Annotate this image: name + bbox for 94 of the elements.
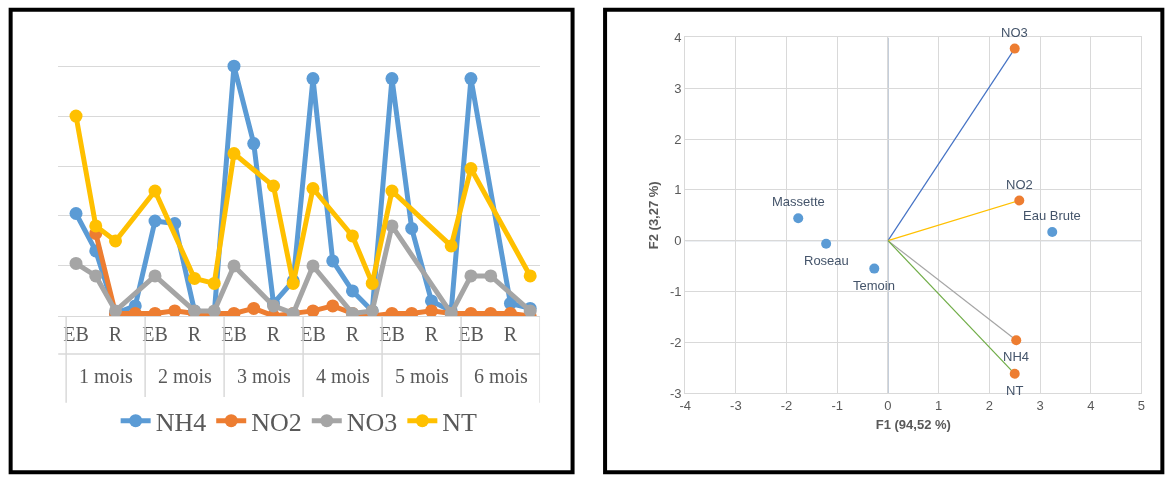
point [1009, 43, 1020, 54]
y-tick-label: 4 [674, 29, 682, 45]
point [385, 184, 399, 198]
x-tick-label: EB [458, 322, 484, 345]
point [168, 304, 182, 316]
legend-label: NT [442, 407, 478, 437]
point [444, 239, 458, 253]
point [869, 263, 880, 274]
y-axis-title: F2 (3,27 %) [645, 181, 661, 250]
x-axis-title: F1 (94,52 %) [875, 417, 951, 433]
text: 2 mois [158, 365, 213, 387]
annotation: NO3 [1001, 25, 1028, 40]
point [89, 269, 103, 283]
point [306, 259, 320, 273]
text: 4 mois [316, 365, 371, 387]
x-tick-label: 0 [884, 397, 892, 413]
point [1009, 368, 1020, 379]
text: 6 mois [474, 365, 529, 387]
x-tick-label: EB [142, 322, 168, 345]
point [424, 304, 438, 316]
point [247, 301, 261, 315]
point [464, 269, 478, 283]
point [326, 299, 340, 313]
x-tick-label: -4 [679, 397, 691, 413]
x-tick-label: 5 [1137, 397, 1146, 413]
point [405, 221, 419, 235]
legend-label: NO2 [251, 407, 302, 437]
y-tick-label: 2 [674, 131, 682, 147]
text: 3 mois [237, 365, 292, 387]
text: 1 mois [79, 365, 134, 387]
point [247, 137, 261, 151]
y-tick-label: 1 [674, 182, 682, 198]
x-tick-label: 3 [1036, 397, 1044, 413]
point [345, 284, 359, 298]
x-tick-label: R [266, 322, 281, 345]
point [793, 213, 804, 224]
point [148, 214, 162, 228]
point [306, 72, 320, 86]
x-tick-label: EB [221, 322, 247, 345]
annotation: NO2 [1006, 177, 1033, 192]
annotation: NH4 [1003, 349, 1030, 364]
annotation: Massette [772, 194, 825, 209]
point [1014, 195, 1025, 206]
x-tick-label: -1 [831, 397, 844, 413]
annotation: Eau Brute [1023, 208, 1081, 223]
y-tick-label: -1 [670, 284, 682, 300]
point [464, 162, 478, 176]
point [385, 72, 399, 86]
legend-label: NH4 [155, 407, 207, 437]
point [464, 72, 478, 86]
point [345, 229, 359, 243]
point [266, 179, 280, 193]
x-tick-label: EB [63, 322, 89, 345]
point [484, 269, 498, 283]
x-tick-label: EB [379, 322, 405, 345]
x-tick-label: R [424, 322, 439, 345]
y-tick-label: 0 [674, 233, 682, 249]
point [69, 109, 83, 123]
point [109, 234, 122, 248]
y-tick-label: 3 [674, 80, 682, 96]
text: 5 mois [395, 365, 450, 387]
point [89, 219, 103, 233]
point [1011, 335, 1022, 346]
point [148, 184, 162, 198]
point [69, 206, 83, 220]
point [148, 269, 162, 283]
point [69, 256, 83, 270]
point [523, 269, 537, 283]
x-tick-label: 2 [985, 397, 993, 413]
x-tick-label: R [187, 322, 202, 345]
annotation: NT [1006, 383, 1024, 398]
x-tick-label: EB [300, 322, 326, 345]
point [326, 254, 340, 268]
x-tick-label: 4 [1087, 397, 1095, 413]
point [227, 147, 241, 161]
x-tick-label: R [345, 322, 360, 345]
point [1047, 227, 1058, 238]
point [207, 276, 221, 290]
legend-label: NO3 [346, 407, 398, 437]
point [365, 276, 379, 290]
point [227, 259, 241, 273]
annotation: Roseau [804, 253, 849, 268]
y-tick-label: -3 [670, 385, 682, 401]
x-tick-label: -2 [780, 397, 793, 413]
annotation: Temoin [853, 278, 895, 293]
point [188, 271, 201, 285]
point [227, 59, 241, 73]
point [306, 182, 320, 195]
point [306, 304, 320, 316]
x-tick-label: 1 [935, 397, 943, 413]
x-tick-label: R [108, 322, 123, 345]
x-tick-label: R [503, 322, 518, 345]
x-tick-label: -3 [730, 397, 742, 413]
point [821, 238, 832, 249]
